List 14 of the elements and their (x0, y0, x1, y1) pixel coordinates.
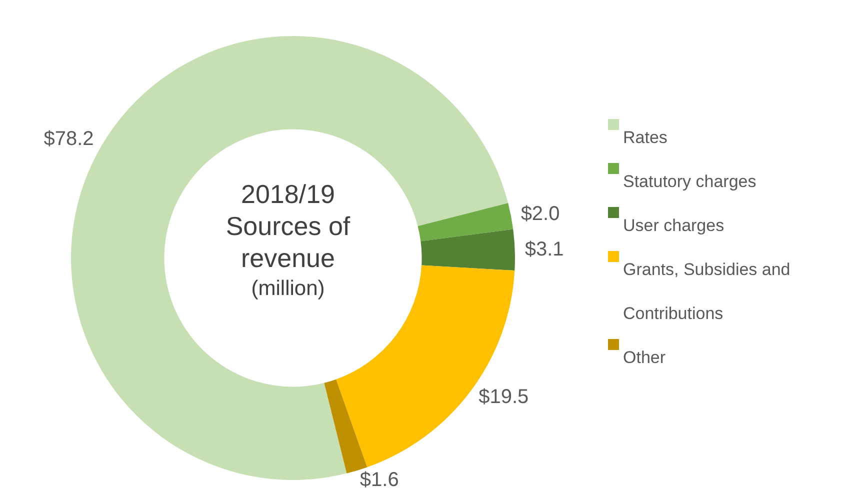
data-label: $19.5 (478, 386, 529, 408)
category-label: Grants, Subsidies and Contributions (623, 260, 790, 323)
data-label: $2.0 (520, 203, 560, 226)
legend-label: User charges (623, 215, 726, 237)
text: (million) (250, 276, 326, 302)
donut-slice (418, 203, 514, 242)
data-label: $1.6 (360, 469, 399, 492)
text: 2018/19 Sources of revenue (224, 178, 352, 274)
legend-label: Rates (623, 127, 668, 149)
legend-label: Statutory charges (623, 171, 758, 193)
data-label: $78.2 (44, 128, 94, 150)
donut-slice (420, 229, 515, 271)
data-label: $3.1 (524, 238, 564, 260)
legend-label: Other (623, 347, 667, 369)
